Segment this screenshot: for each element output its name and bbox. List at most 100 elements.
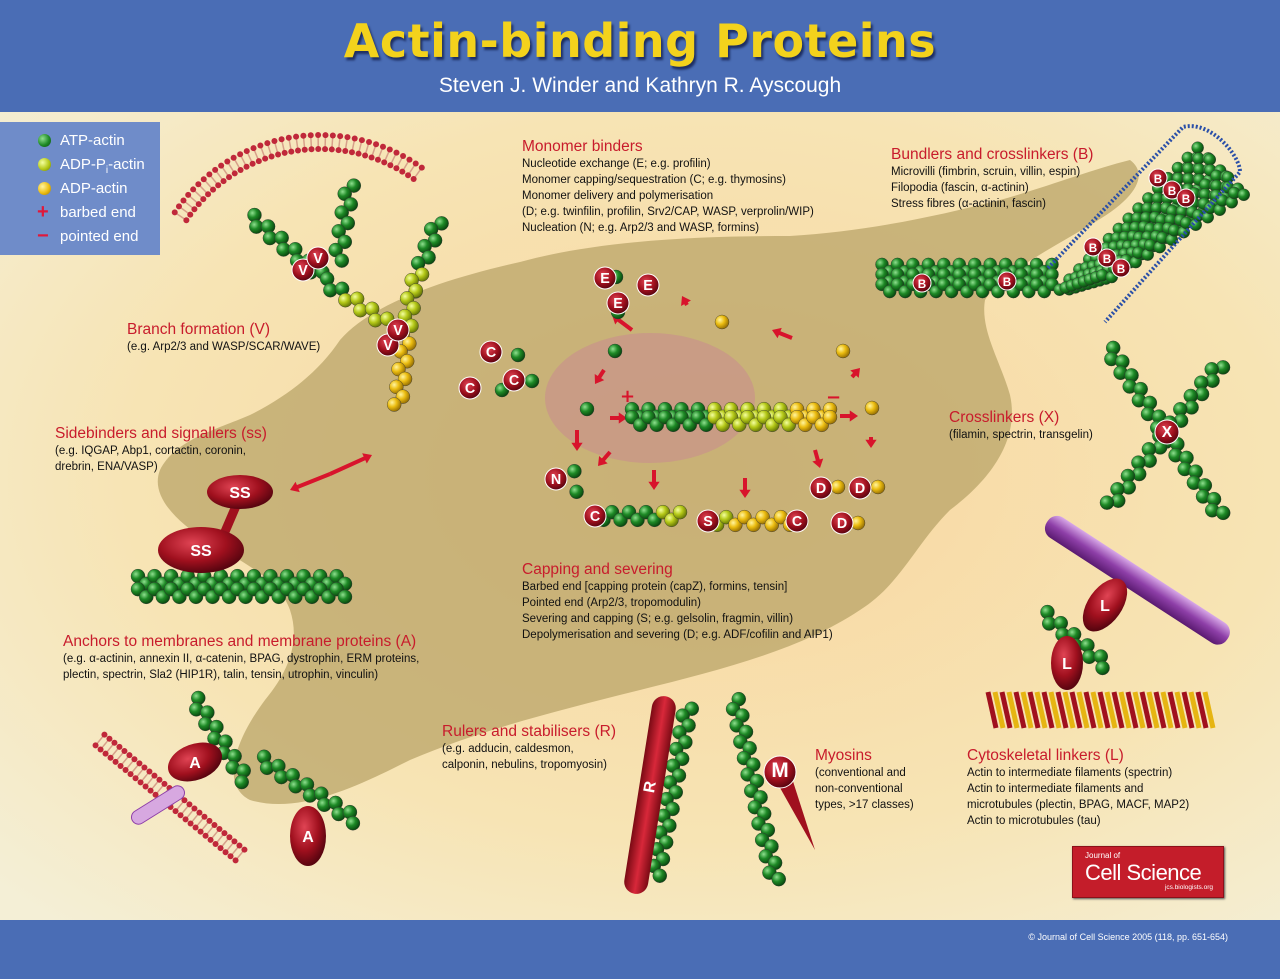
protein-label: L (1062, 656, 1072, 673)
protein-label: X (1162, 424, 1173, 441)
protein-label: A (189, 755, 201, 772)
protein-label: E (643, 278, 653, 294)
section-heading: Branch formation (V) (127, 321, 270, 338)
lipid-head (156, 776, 163, 783)
actin-monomer (567, 463, 582, 479)
protein-label: B (1168, 185, 1176, 198)
lipid-head (337, 133, 344, 140)
lipid-head (278, 136, 285, 143)
section-heading: Cytoskeletal linkers (L) (967, 747, 1124, 764)
protein-marker (1051, 636, 1083, 690)
section-heading: Sidebinders and signallers (ss) (55, 425, 267, 442)
lipid-head (191, 206, 198, 213)
protein-marker (291, 258, 315, 282)
arrow-head (865, 439, 877, 448)
actin-monomer (607, 343, 623, 359)
lipid-head (224, 158, 231, 165)
actin-monomer (830, 479, 846, 495)
intermediate-filament-strand (1090, 691, 1104, 729)
protein-label: B (1117, 263, 1125, 276)
protein-label: V (383, 338, 393, 354)
lipid-head (131, 756, 138, 763)
actin-monomer (510, 347, 526, 363)
actin-monomer (346, 178, 362, 193)
section-sidebinders: Sidebinders and signallers (ss) (e.g. IQ… (55, 424, 267, 475)
intermediate-filament-strand (1188, 691, 1202, 729)
lipid-head (237, 166, 244, 173)
lipid-head (206, 817, 213, 824)
lipid-head (351, 135, 358, 142)
protein-label: C (792, 514, 802, 530)
lipid-head (137, 779, 144, 786)
arrow-head (598, 456, 608, 466)
arrow-head (571, 442, 583, 451)
intermediate-filament-strand (1034, 691, 1048, 729)
protein-label: C (590, 509, 600, 525)
section-monomer-binders: Monomer binders Nucleotide exchange (E; … (522, 137, 814, 236)
journal-logo-small: Journal of (1085, 851, 1121, 860)
intermediate-filament-strand (1167, 691, 1181, 729)
protein-label: C (486, 345, 496, 361)
lipid-head (101, 731, 108, 738)
protein-label: C (509, 373, 519, 389)
intermediate-filament-strand (1055, 691, 1069, 729)
protein-label: D (855, 481, 865, 497)
lipid-head (175, 203, 182, 210)
section-heading: Capping and severing (522, 561, 673, 578)
protein-marker (1083, 237, 1103, 257)
intermediate-filament-strand (1195, 691, 1209, 729)
actin-monomer (652, 868, 667, 883)
protein-label: N (551, 472, 561, 488)
lipid-head (405, 172, 412, 179)
arrow-head (594, 374, 605, 384)
section-cytoskeletal-linkers: Cytoskeletal linkers (L) Actin to interm… (967, 746, 1189, 829)
protein-marker (1148, 168, 1168, 188)
lipid-head (147, 787, 154, 794)
lipid-head (126, 752, 133, 759)
lipid-head (243, 148, 250, 155)
intermediate-filament-strand (1013, 691, 1027, 729)
protein-label: E (613, 296, 623, 312)
protein-marker (386, 318, 410, 342)
lipid-head (151, 772, 158, 779)
journal-logo: Journal of Cell Science jcs.biologists.o… (1072, 846, 1224, 898)
protein-marker (306, 246, 330, 270)
section-line: Actin to microtubules (tau) (967, 815, 1101, 827)
arrow-head (648, 481, 660, 490)
authors: Steven J. Winder and Kathryn R. Ayscough (438, 74, 842, 97)
section-line: (conventional and (815, 767, 906, 779)
lipid-head (231, 170, 238, 177)
lipid-head (410, 176, 417, 183)
lipid-head (322, 146, 329, 153)
section-heading: Bundlers and crosslinkers (B) (891, 146, 1094, 163)
lipid-head (136, 760, 143, 767)
lipid-head (177, 812, 184, 819)
lipid-head (222, 849, 229, 856)
protein-marker (848, 476, 872, 500)
lipid-head (386, 146, 393, 153)
lipid-head (161, 780, 168, 787)
protein-marker (636, 273, 660, 297)
lipid-head (116, 743, 123, 750)
lipid-head (362, 152, 369, 159)
actin-monomer (835, 343, 851, 359)
lipid-head (221, 830, 228, 837)
protein-label: C (465, 381, 475, 397)
intermediate-filament-strand (999, 691, 1013, 729)
lipid-head (121, 748, 128, 755)
legend-atp-swatch (38, 134, 51, 147)
lipid-head (195, 181, 202, 188)
actin-monomer (386, 397, 402, 412)
lipid-head (127, 771, 134, 778)
protein-label: B (1154, 173, 1162, 186)
lipid-head (393, 149, 400, 156)
actin-monomer (337, 234, 353, 250)
protein-label: SS (229, 485, 251, 502)
lipid-head (262, 155, 269, 162)
intermediate-filament-strand (1006, 691, 1020, 729)
section-line: non-conventional (815, 783, 903, 795)
lipid-head (257, 142, 264, 149)
protein-marker (785, 509, 809, 533)
section-heading: Myosins (815, 747, 872, 764)
